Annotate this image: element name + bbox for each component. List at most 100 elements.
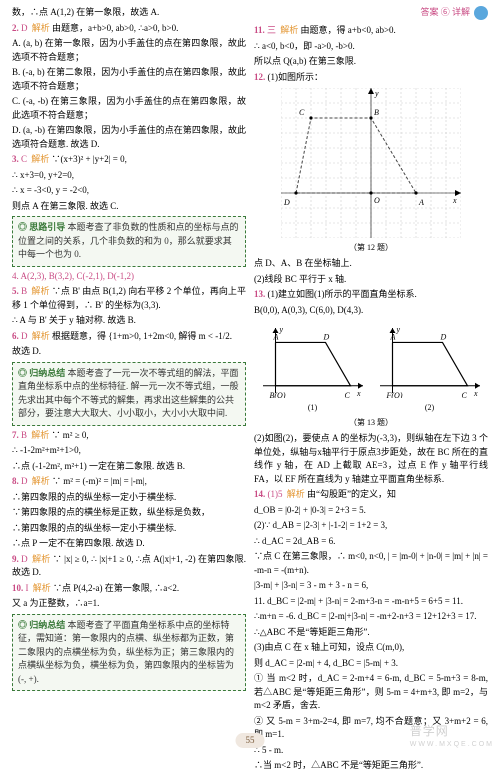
summary-title: ◎ 归纳总结 bbox=[18, 368, 65, 378]
q2-num: 2. bbox=[12, 23, 21, 33]
header-icon bbox=[474, 6, 488, 20]
q3-num: 3. bbox=[12, 154, 21, 164]
text: 由题意，a+b>0, ab>0, ∴a>0, b>0. bbox=[52, 23, 178, 33]
svg-text:D: D bbox=[283, 198, 290, 207]
text: ∴点 (-1-2m², m²+1) 一定在第二象限. 故选 B. bbox=[12, 460, 246, 474]
text: A. (a, b) 在第一象限，因为小手盖住的点在第四象限，故此选项不符合题意； bbox=[12, 37, 246, 64]
text: D. (a, -b) 在第四象限，因为小手盖住的点在第四象限，故此选项符合题意.… bbox=[12, 124, 246, 151]
text: ∵ m² = (-m)² = |m| = |-m|, bbox=[52, 476, 147, 486]
svg-text:C: C bbox=[344, 391, 350, 398]
figure-13-2-svg: xyADF(O)C bbox=[375, 323, 485, 398]
q10-ans: I bbox=[26, 583, 29, 593]
svg-text:y: y bbox=[374, 89, 379, 98]
q2-ans: D bbox=[21, 23, 28, 33]
q10: 10. I 解析 ∵点 P(4,2-a) 在第一象限, ∴a<2. bbox=[12, 582, 246, 596]
page-number: 55 bbox=[236, 733, 265, 749]
text: B(0,0), A(0,3), C(6,0), D(4,3). bbox=[254, 304, 488, 318]
analysis-label: 解析 bbox=[287, 489, 305, 499]
summary-title: ◎ 归纳总结 bbox=[18, 620, 65, 630]
fig13-caption: （第 13 题） bbox=[254, 417, 488, 429]
watermark-sub: WWW.MXQE.COM bbox=[410, 740, 494, 751]
q11: 11. 三 解析 由题意，得 a+b<0, ab>0. bbox=[254, 24, 488, 38]
q14-ans: (1)5 bbox=[268, 489, 283, 499]
text: ∴ -1-2m²+m²+1>0, bbox=[12, 444, 246, 458]
figure-12: xyOABCD bbox=[281, 88, 461, 238]
svg-text:C: C bbox=[461, 391, 467, 398]
svg-text:A: A bbox=[418, 198, 424, 207]
q5: 5. B 解析 ∵点 B' 由点 B(1,2) 向右平移 2 个单位，再向上平移… bbox=[12, 285, 246, 312]
q6: 6. D 解析 根据题意，得 {1+m>0, 1+2m<0, 解得 m < -1… bbox=[12, 330, 246, 344]
text: 则点 A 在第三象限. 故选 C. bbox=[12, 200, 246, 214]
text: ∴当 m<2 时，△ABC 不是“等矩距三角形”. bbox=[254, 759, 488, 773]
q9-num: 9. bbox=[12, 554, 21, 564]
analysis-label: 解析 bbox=[31, 286, 49, 296]
figure-13-1-svg: xyAB(O)CD bbox=[258, 323, 368, 398]
q8: 8. D 解析 ∵ m² = (-m)² = |m| = |-m|, bbox=[12, 475, 246, 489]
q4: 4. A(2,3), B(3,2), C(-2,1), D(-1,2) bbox=[12, 270, 246, 284]
text: (2)∵ d_AB = |2-3| + |-1-2| = 1+2 = 3, bbox=[254, 519, 488, 533]
q7-ans: B bbox=[21, 430, 27, 440]
q12: 12. (1)如图所示： bbox=[254, 71, 488, 85]
text: ∴第四象限的点的纵坐标一定小于横坐标. bbox=[12, 522, 246, 536]
text: ∴ x = -3<0, y = -2<0, bbox=[12, 184, 246, 198]
text: ① 当 m<2 时，d_AC = 2-m+4 = 6-m, d_BC = 5-m… bbox=[254, 672, 488, 713]
svg-text:x: x bbox=[356, 389, 361, 398]
summary-box: ◎ 归纳总结 本题考查了平面直角坐标系中点的坐标特征，需知道：第一象限内的点横、… bbox=[12, 614, 246, 692]
right-column: 答案 ⑥ 详解 11. 三 解析 由题意，得 a+b<0, ab>0. ∴ a<… bbox=[250, 6, 492, 730]
q13-num: 13. bbox=[254, 289, 268, 299]
analysis-label: 解析 bbox=[33, 583, 51, 593]
q2: 2. D 解析 由题意，a+b>0, ab>0, ∴a>0, b>0. bbox=[12, 22, 246, 36]
text: (2)如图(2)，要使点 A 的坐标为(-3,3)，则纵轴在左下边 3 个单位处… bbox=[254, 432, 488, 486]
fig13-1-label: (1) bbox=[256, 402, 368, 414]
q7: 7. B 解析 ∵ m² ≥ 0, bbox=[12, 429, 246, 443]
text: |3-m| + |3-n| = 3 - m + 3 - n = 6, bbox=[254, 579, 488, 593]
text: (3)由点 C 在 x 轴上可知，设点 C(m,0), bbox=[254, 641, 488, 655]
text: d_OB = |0-2| + |0-3| = 2+3 = 5. bbox=[254, 504, 488, 518]
text: 11. d_BC = |2-m| + |3-n| = 2-m+3-n = -m-… bbox=[254, 595, 488, 609]
figure-13-2: xyADF(O)C (2) bbox=[373, 319, 485, 417]
svg-text:y: y bbox=[278, 325, 283, 334]
svg-text:B: B bbox=[374, 108, 379, 117]
q7-num: 7. bbox=[12, 430, 21, 440]
text: (1)如图所示： bbox=[268, 72, 324, 82]
text: 又 a 为正整数，∴a=1. bbox=[12, 597, 246, 611]
text: 点 D、A、B 在坐标轴上. bbox=[254, 257, 488, 271]
q10-num: 10. bbox=[12, 583, 26, 593]
q9-ans: D bbox=[21, 554, 28, 564]
analysis-label: 解析 bbox=[32, 554, 50, 564]
text: 则 d_AC = |2-m| + 4, d_BC = |5-m| + 3. bbox=[254, 657, 488, 671]
summary-box: ◎ 归纳总结 本题考查了一元一次不等式组的解法，平面直角坐标系中点的坐标特征. … bbox=[12, 362, 246, 426]
q14: 14. (1)5 解析 由“勾股距”的定义，知 bbox=[254, 488, 488, 502]
fig13-2-label: (2) bbox=[373, 402, 485, 414]
text: ∴ x+3=0, y+2=0, bbox=[12, 169, 246, 183]
svg-text:D: D bbox=[439, 332, 446, 341]
text: ∴ d_AC = 2d_AB = 6. bbox=[254, 535, 488, 549]
guide-title: ◎ 思路引导 bbox=[18, 222, 65, 232]
analysis-label: 解析 bbox=[280, 25, 298, 35]
analysis-label: 解析 bbox=[32, 476, 50, 486]
text: ∴第四象限的点的纵坐标一定小于横坐标. bbox=[12, 491, 246, 505]
text: B. (-a, b) 在第二象限，因为小手盖住的点在第四象限，故此选项不符合题意… bbox=[12, 66, 246, 93]
q3-ans: C bbox=[21, 154, 27, 164]
q12-num: 12. bbox=[254, 72, 268, 82]
watermark-text: 普学网 bbox=[410, 724, 449, 738]
text: ∵点 C 在第三象限，∴ m<0, n<0, | = |m-0| + |n-0|… bbox=[254, 550, 488, 577]
q8-ans: D bbox=[21, 476, 28, 486]
text: 所以点 Q(a,b) 在第三象限. bbox=[254, 55, 488, 69]
analysis-label: 解析 bbox=[32, 23, 50, 33]
text: 数，∴点 A(1,2) 在第一象限，故选 A. bbox=[12, 6, 246, 20]
analysis-label: 解析 bbox=[31, 430, 49, 440]
text: ∴ a<0, b<0，即 -a>0, -b>0. bbox=[254, 40, 488, 54]
svg-text:x: x bbox=[452, 196, 457, 205]
watermark: 普学网 WWW.MXQE.COM bbox=[410, 722, 494, 751]
analysis-label: 解析 bbox=[32, 331, 50, 341]
q6-num: 6. bbox=[12, 331, 21, 341]
fig12-caption: （第 12 题） bbox=[254, 242, 488, 254]
q3: 3. C 解析 ∵(x+3)² + |y+2| = 0, bbox=[12, 153, 246, 167]
q11-ans: 三 bbox=[267, 25, 276, 35]
text: 故选 D. bbox=[12, 345, 246, 359]
text: (1)建立如图(1)所示的平面直角坐标系. bbox=[268, 289, 417, 299]
left-column: 数，∴点 A(1,2) 在第一象限，故选 A. 2. D 解析 由题意，a+b>… bbox=[8, 6, 250, 730]
text: 由“勾股距”的定义，知 bbox=[307, 489, 396, 499]
text: 由题意，得 a+b<0, ab>0. bbox=[301, 25, 396, 35]
